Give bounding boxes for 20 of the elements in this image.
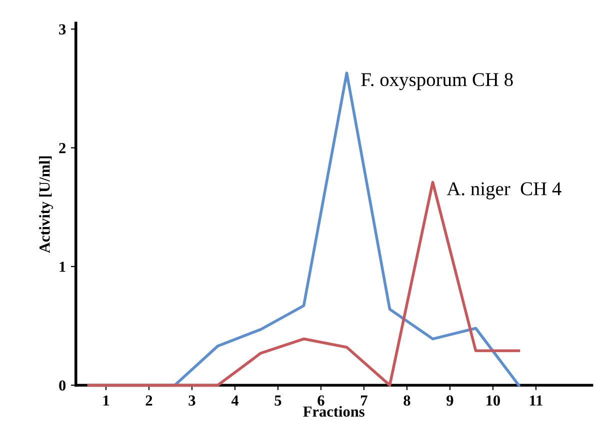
x-tick-label: 7 — [361, 396, 368, 406]
x-tick-label: 3 — [188, 395, 196, 406]
x-tick-label: 4 — [231, 395, 238, 406]
x-tick-label: 11 — [530, 395, 542, 406]
y-tick-label: 2 — [59, 142, 66, 154]
x-tick-label: 10 — [486, 395, 500, 406]
x-tick-label: 9 — [446, 395, 454, 406]
x-tick-label: 1 — [103, 395, 109, 406]
x-axis-title: Fractions — [303, 406, 364, 417]
series-label: F. oxysporum CH 8 — [361, 73, 513, 90]
y-tick-label: 0 — [59, 380, 66, 391]
y-axis-title: Activity [U/ml] — [39, 156, 53, 254]
x-tick-label: 8 — [404, 395, 410, 406]
series-label: A. niger CH 4 — [446, 182, 562, 200]
line-series — [87, 180, 520, 387]
x-tick-label: 6 — [318, 395, 324, 406]
y-tick-label: 1 — [60, 262, 66, 272]
x-tick-label: 2 — [146, 395, 152, 406]
x-tick-label: 5 — [274, 396, 282, 406]
y-tick-label: 3 — [59, 24, 66, 35]
